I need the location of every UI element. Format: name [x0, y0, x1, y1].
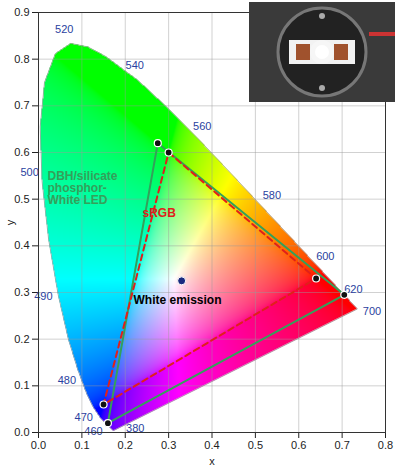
svg-text:620: 620	[344, 283, 363, 296]
svg-text:580: 580	[263, 189, 281, 201]
svg-text:500: 500	[20, 166, 38, 178]
svg-text:0.4: 0.4	[204, 439, 219, 451]
svg-text:0.2: 0.2	[14, 333, 29, 345]
svg-text:0.8: 0.8	[378, 439, 393, 451]
svg-text:540: 540	[126, 59, 144, 71]
svg-text:0.5: 0.5	[248, 439, 263, 451]
svg-text:0.1: 0.1	[74, 439, 89, 451]
svg-text:0.6: 0.6	[291, 439, 306, 451]
svg-text:0.0: 0.0	[14, 426, 29, 438]
svg-text:560: 560	[193, 120, 211, 132]
svg-text:0.5: 0.5	[14, 193, 29, 205]
svg-text:0.4: 0.4	[14, 239, 29, 251]
svg-text:x: x	[209, 455, 215, 467]
svg-text:700: 700	[363, 305, 381, 317]
svg-text:0.8: 0.8	[14, 53, 29, 65]
svg-text:600: 600	[316, 250, 334, 262]
svg-text:0.7: 0.7	[334, 439, 349, 451]
svg-text:520: 520	[55, 23, 73, 35]
svg-text:sRGB: sRGB	[143, 206, 177, 220]
svg-text:480: 480	[58, 374, 76, 386]
svg-text:0.2: 0.2	[118, 439, 133, 451]
svg-text:0.9: 0.9	[14, 6, 29, 18]
svg-text:y: y	[4, 219, 16, 225]
svg-text:0.6: 0.6	[14, 146, 29, 158]
svg-text:DBH/silicatephosphor-White LED: DBH/silicatephosphor-White LED	[48, 169, 118, 207]
svg-text:0.1: 0.1	[14, 379, 29, 391]
svg-text:460: 460	[84, 425, 102, 437]
svg-text:0.3: 0.3	[161, 439, 176, 451]
svg-text:490: 490	[34, 290, 52, 302]
svg-text:470: 470	[75, 411, 93, 423]
svg-text:0.7: 0.7	[14, 99, 29, 111]
svg-text:White emission: White emission	[133, 293, 221, 307]
svg-text:380: 380	[126, 422, 144, 434]
svg-text:0.3: 0.3	[14, 286, 29, 298]
svg-text:0.0: 0.0	[31, 439, 46, 451]
